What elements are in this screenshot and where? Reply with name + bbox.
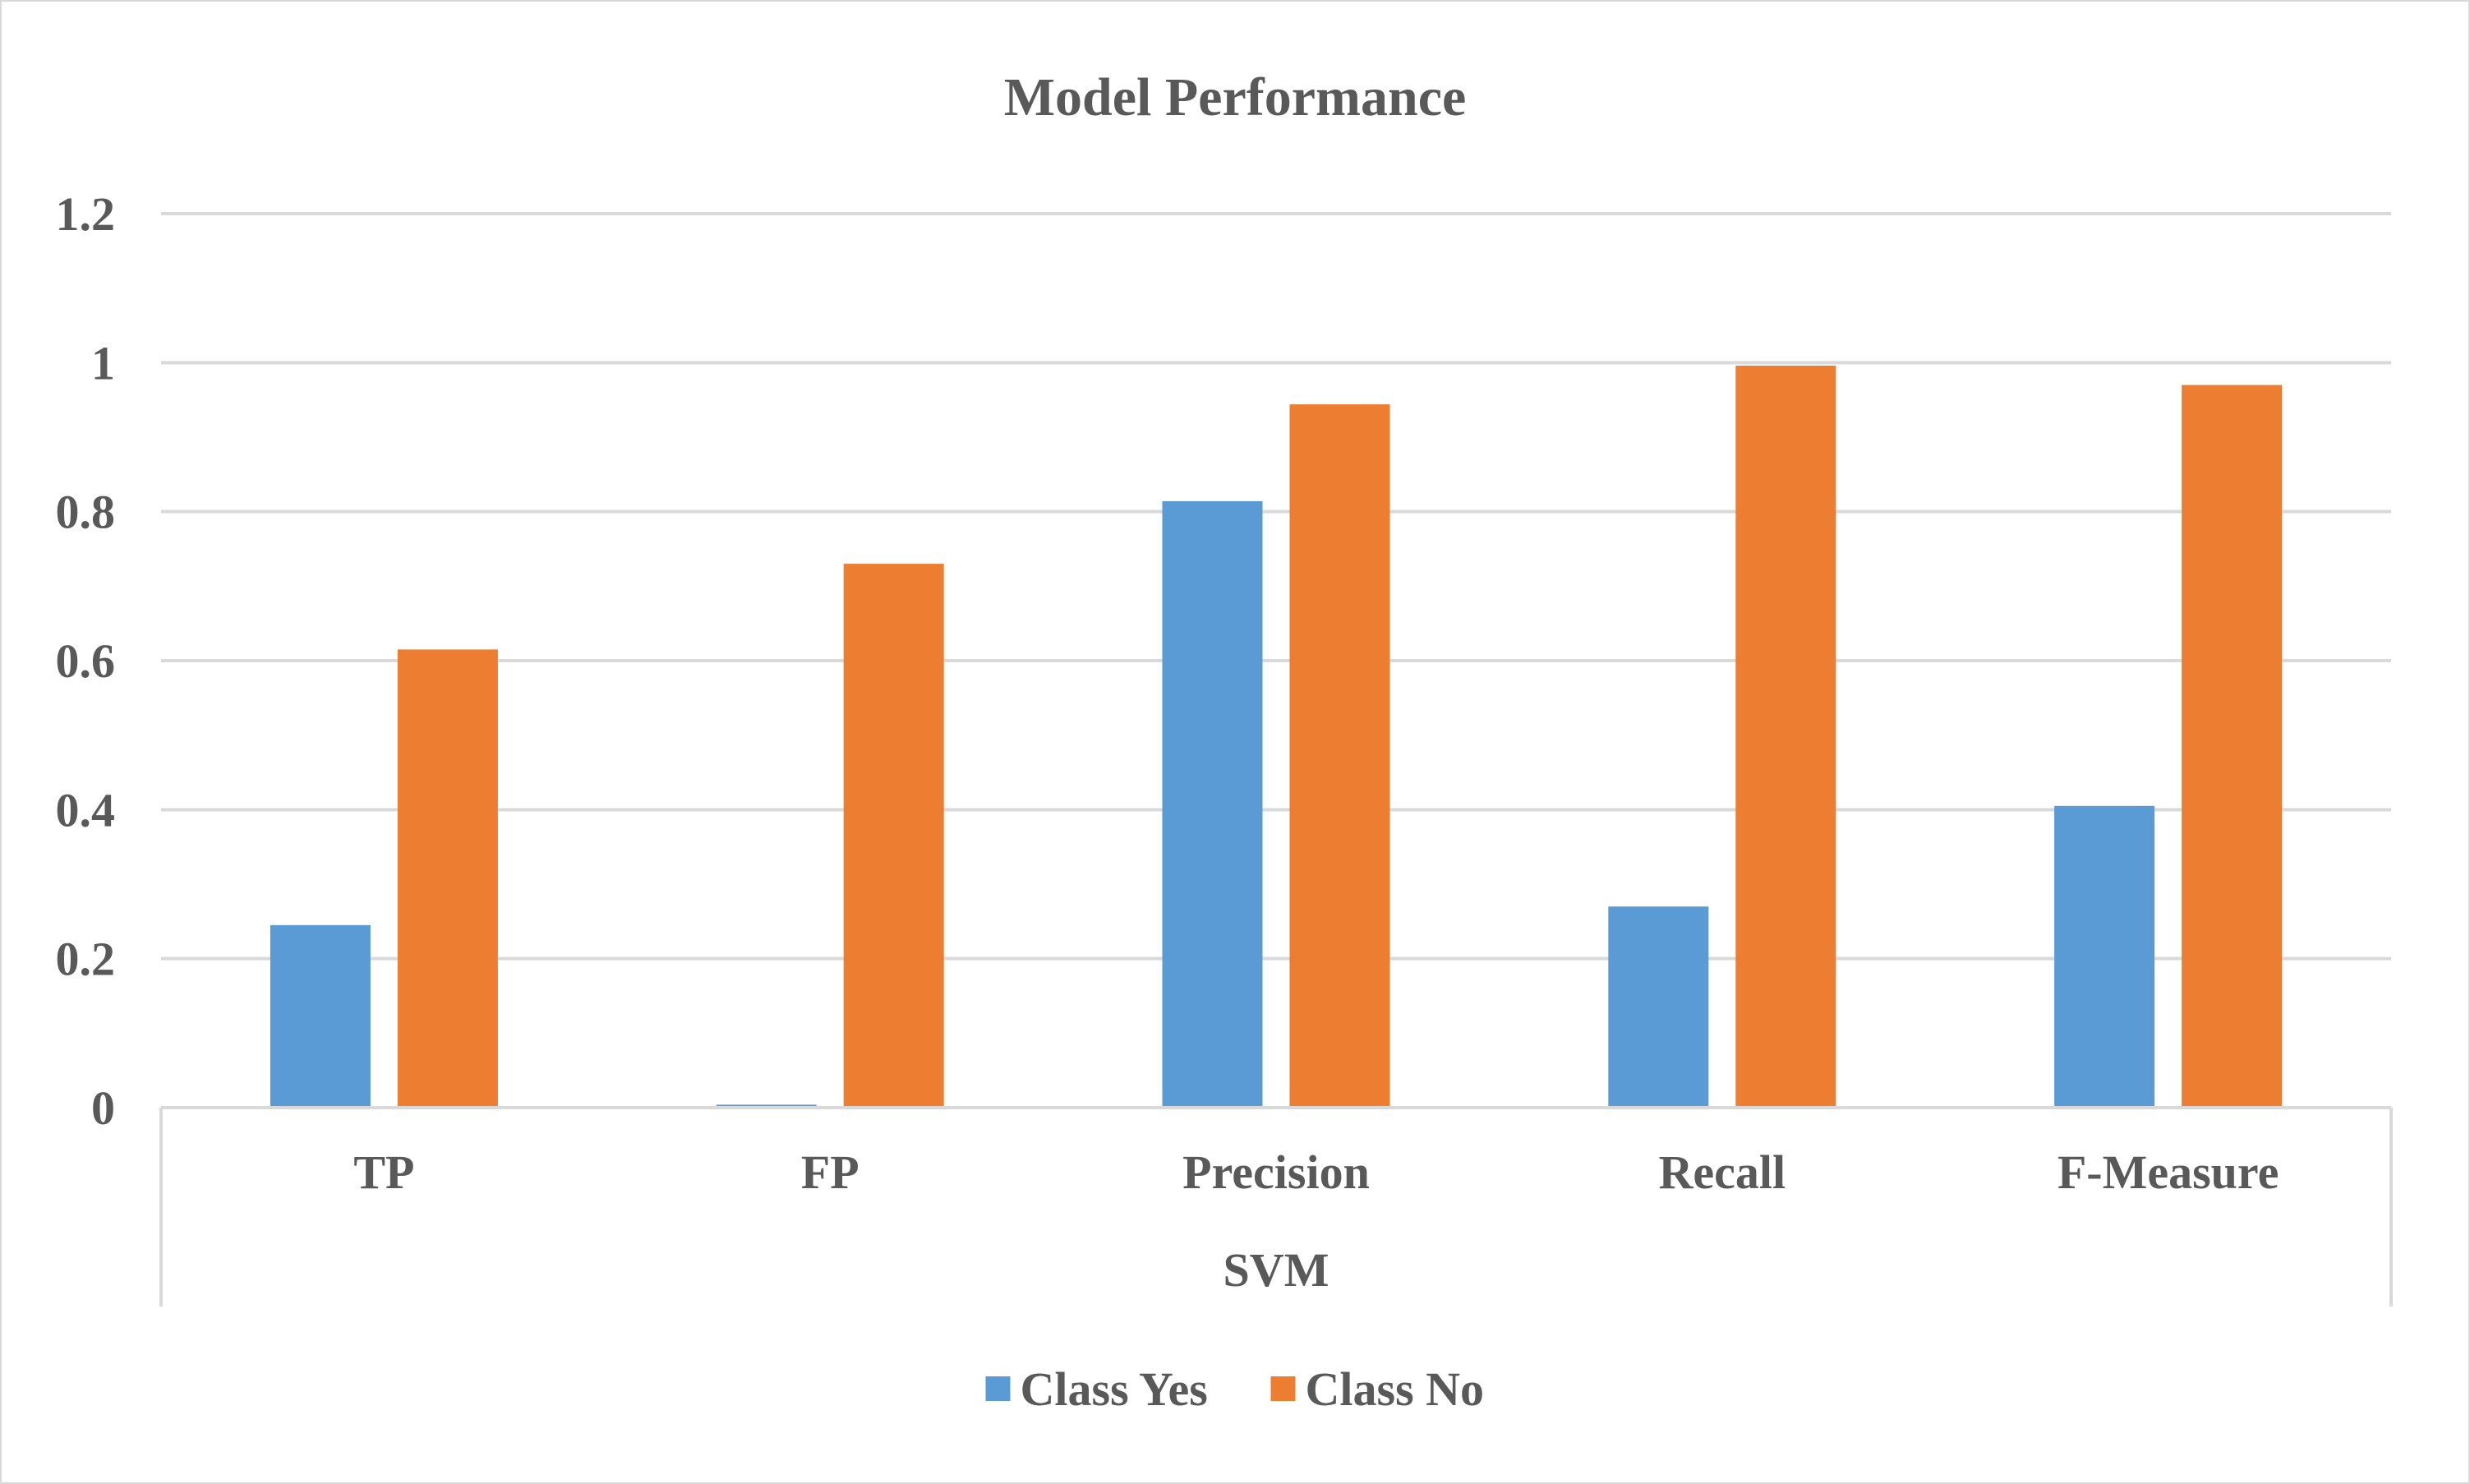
x-axis <box>159 1106 2393 1307</box>
legend-label: Class Yes <box>1021 1362 1208 1416</box>
bar <box>270 924 371 1108</box>
y-axis-ticks: 0 0.2 0.4 0.6 0.8 1 1.2 <box>56 187 116 1135</box>
y-tick-label: 0 <box>91 1081 115 1135</box>
legend-swatch <box>1270 1376 1296 1401</box>
bar <box>1289 404 1390 1108</box>
legend: Class Yes Class No <box>985 1362 1485 1416</box>
legend-item: Class Yes <box>985 1362 1208 1416</box>
chart-title: Model Performance <box>1004 67 1467 127</box>
bar <box>2054 805 2155 1108</box>
y-tick-label: 1 <box>91 336 115 389</box>
y-tick-label: 0.4 <box>56 783 116 836</box>
legend-swatch <box>985 1376 1011 1401</box>
x-tick-label: Precision <box>1182 1145 1370 1199</box>
x-tick-label: F-Measure <box>2058 1145 2279 1199</box>
bar <box>1162 500 1263 1108</box>
x-axis-labels: TP FP Precision Recall F-Measure <box>353 1145 2279 1199</box>
bars <box>270 365 2283 1108</box>
bar <box>1735 365 1836 1108</box>
gridlines <box>161 212 2391 961</box>
y-tick-label: 0.2 <box>56 933 116 986</box>
x-tick-label: Recall <box>1658 1145 1786 1199</box>
x-tick-label: FP <box>801 1145 859 1199</box>
x-axis-group-label: SVM <box>1223 1243 1329 1297</box>
legend-label: Class No <box>1306 1362 1485 1416</box>
bar <box>2182 385 2283 1108</box>
y-tick-label: 0.6 <box>56 634 116 688</box>
bar <box>1608 906 1709 1108</box>
x-tick-label: TP <box>353 1145 414 1199</box>
bar <box>843 564 944 1108</box>
y-tick-label: 0.8 <box>56 486 116 539</box>
y-tick-label: 1.2 <box>56 187 116 241</box>
bar <box>397 649 498 1108</box>
legend-item: Class No <box>1270 1362 1485 1416</box>
